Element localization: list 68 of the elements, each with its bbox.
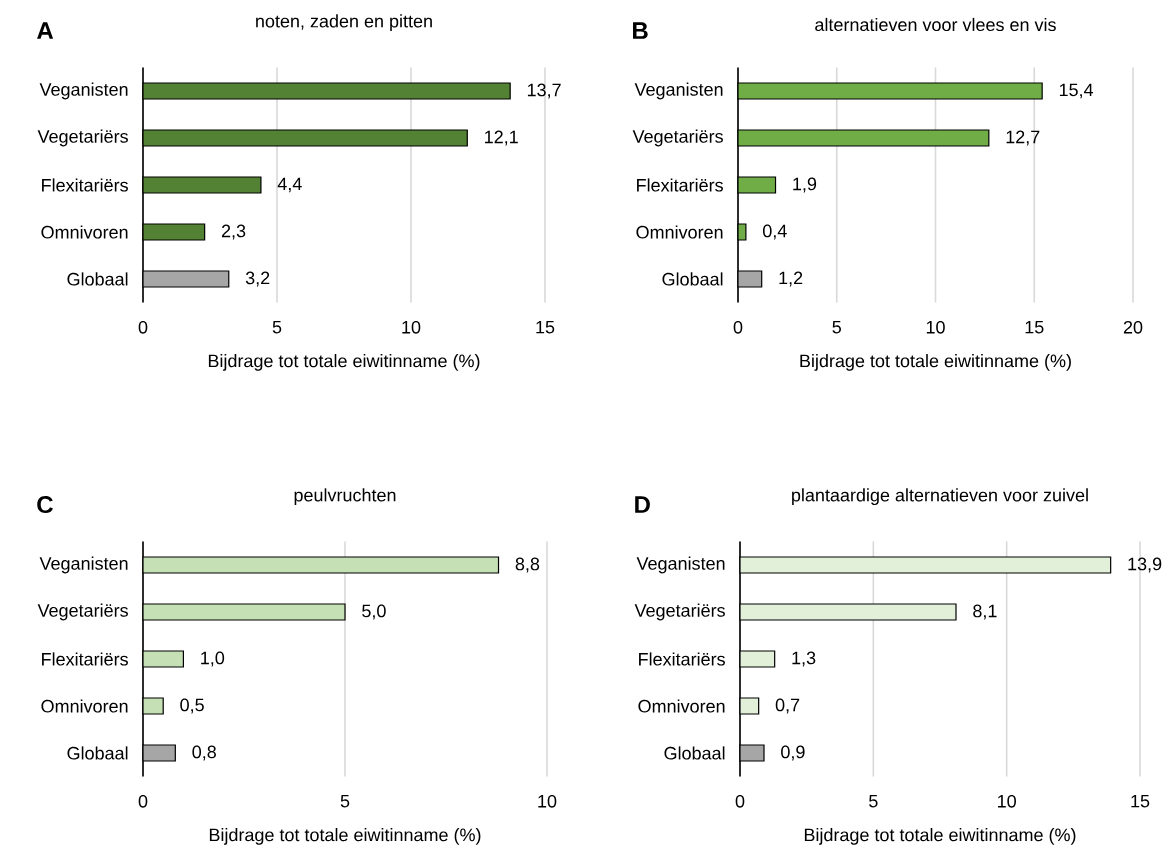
x-axis-title: Bijdrage tot totale eiwitinname (%): [804, 828, 1076, 845]
x-tick-label: 10: [402, 320, 421, 334]
data-label: 12,1: [485, 130, 518, 146]
y-tick-label: Omnivoren: [41, 699, 128, 713]
data-label: 0,8: [192, 745, 216, 761]
y-tick-label: Veganisten: [39, 556, 128, 574]
chart-title: noten, zaden en pitten: [256, 14, 432, 32]
text: C: [37, 496, 53, 514]
y-tick-label: Flexitariërs: [42, 652, 128, 666]
x-axis-title: Bijdrage tot totale eiwitinname (%): [208, 354, 480, 371]
x-tick-label: 20: [1123, 320, 1143, 334]
y-tick-label: Vegetariërs: [37, 129, 128, 147]
y-tick-label: Flexitariërs: [639, 652, 725, 666]
x-tick-label: 0: [138, 794, 148, 808]
x-tick-label: 0: [735, 794, 745, 808]
x-axis-title: Bijdrage tot totale eiwitinname (%): [800, 354, 1071, 371]
x-axis-title: Bijdrage tot totale eiwitinname (%): [209, 828, 481, 845]
data-label: 1,9: [793, 177, 817, 193]
data-label: 1,0: [201, 651, 225, 667]
data-label: 15,4: [1059, 83, 1094, 99]
data-label: 4,4: [277, 177, 302, 193]
data-label: 1,2: [779, 271, 803, 287]
data-label: 1,3: [792, 651, 816, 667]
y-tick-label: Vegetariërs: [37, 603, 128, 621]
data-label: 8,1: [973, 604, 997, 620]
chart-title: peulvruchten: [294, 488, 396, 506]
y-tick-label: Globaal: [67, 272, 128, 286]
y-tick-label: Veganisten: [634, 82, 723, 100]
x-tick-label: 5: [340, 794, 350, 808]
x-tick-label: 5: [832, 320, 841, 334]
data-label: 5,0: [362, 604, 386, 620]
data-label: 0,5: [180, 698, 204, 714]
x-tick-label: 15: [1025, 320, 1044, 334]
data-label: 12,7: [1006, 130, 1040, 146]
y-tick-label: Omnivoren: [636, 225, 723, 239]
x-tick-label: 5: [869, 794, 878, 808]
y-tick-label: Veganisten: [39, 82, 128, 100]
data-label: 0,7: [775, 698, 800, 714]
text: A: [37, 22, 54, 39]
data-label: 13,7: [527, 83, 561, 99]
y-tick-label: Vegetariërs: [634, 603, 725, 621]
y-tick-label: Flexitariërs: [42, 178, 128, 192]
data-label: 8,8: [515, 557, 540, 573]
y-tick-label: Flexitariërs: [637, 178, 723, 192]
y-tick-label: Globaal: [67, 746, 128, 760]
y-tick-label: Omnivoren: [638, 699, 725, 713]
chart-title: alternatieven voor vlees en vis: [815, 17, 1056, 32]
x-tick-label: 15: [1131, 794, 1150, 808]
data-label: 13,9: [1128, 557, 1162, 573]
x-tick-label: 5: [272, 320, 282, 334]
x-tick-label: 15: [536, 320, 555, 334]
x-tick-label: 0: [733, 320, 743, 334]
y-tick-label: Omnivoren: [41, 225, 128, 239]
x-tick-label: 10: [538, 794, 557, 808]
y-tick-label: Vegetariërs: [632, 129, 723, 147]
data-label: 0,4: [762, 224, 787, 240]
x-tick-label: 10: [998, 794, 1016, 808]
y-tick-label: Veganisten: [636, 556, 725, 574]
y-tick-label: Globaal: [662, 272, 723, 286]
data-label: 2,3: [221, 224, 246, 240]
x-tick-label: 10: [926, 320, 945, 334]
data-label: 0,9: [781, 745, 805, 761]
y-tick-label: Globaal: [664, 746, 725, 760]
x-tick-label: 0: [138, 320, 148, 334]
data-label: 3,2: [245, 271, 270, 287]
text: B: [633, 22, 648, 39]
chart-title: plantaardige alternatieven voor zuivel: [792, 488, 1088, 506]
text: D: [635, 496, 650, 513]
